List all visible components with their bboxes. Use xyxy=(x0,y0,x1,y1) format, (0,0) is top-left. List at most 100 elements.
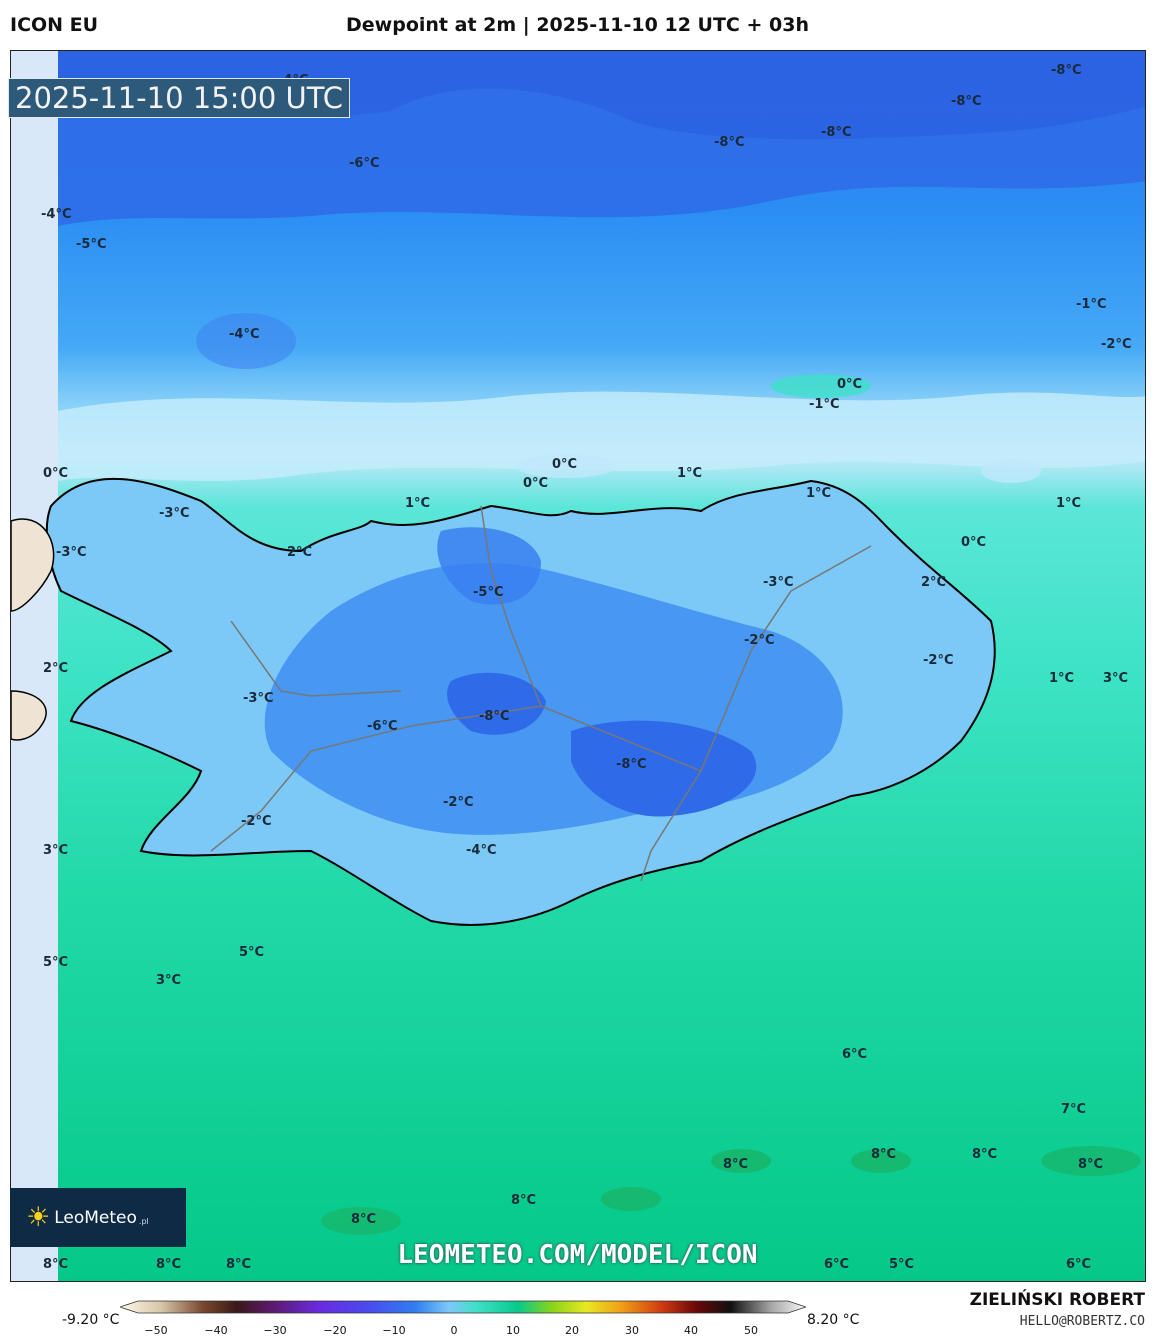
colorbar-tick: −40 xyxy=(204,1324,228,1337)
contour-label: -2°C xyxy=(744,633,775,648)
contour-label: -4°C xyxy=(229,327,260,342)
contour-label: -5°C xyxy=(473,585,504,600)
contour-label: -2°C xyxy=(1101,337,1132,352)
sea-patch xyxy=(771,374,871,398)
interior-deep xyxy=(571,720,757,817)
contour-label: -3°C xyxy=(56,545,87,560)
contour-label: 0°C xyxy=(961,535,987,550)
contour-label: 1°C xyxy=(806,486,832,501)
interior-deep xyxy=(447,672,546,735)
colorbar-tick: 0 xyxy=(450,1324,458,1337)
map-title: Dewpoint at 2m | 2025-11-10 12 UTC + 03h xyxy=(346,14,809,36)
contour-label: -8°C xyxy=(821,125,852,140)
contour-label: 3°C xyxy=(156,973,182,988)
contour-label: 6°C xyxy=(824,1257,850,1272)
contour-label: -8°C xyxy=(714,135,745,150)
road xyxy=(700,545,872,772)
contour-label: -8°C xyxy=(951,94,982,109)
contour-label: 1°C xyxy=(677,466,703,481)
sea-patch xyxy=(851,1149,911,1173)
contour-label: 8°C xyxy=(511,1193,537,1208)
contour-label: 8°C xyxy=(226,1257,252,1272)
contour-label: 8°C xyxy=(156,1257,182,1272)
contour-label: 8°C xyxy=(43,1257,69,1272)
contour-label: -2°C xyxy=(241,814,272,829)
contour-label: -2°C xyxy=(443,795,474,810)
contour-label: -8°C xyxy=(616,757,647,772)
contour-label: 0°C xyxy=(523,476,549,491)
contour-label: 5°C xyxy=(239,945,265,960)
contour-label: -2°C xyxy=(923,653,954,668)
contour-label: 2°C xyxy=(921,575,947,590)
colorbar-tick: 20 xyxy=(565,1324,579,1337)
contour-label: -4°C xyxy=(41,207,72,222)
contour-label: 8°C xyxy=(871,1147,897,1162)
contour-label: -6°C xyxy=(349,156,380,171)
timestamp-badge: 2025-11-10 15:00 UTC xyxy=(8,78,351,118)
logo-suffix: .pl xyxy=(138,1217,149,1226)
contour-label: 8°C xyxy=(972,1147,998,1162)
contour-label: 5°C xyxy=(43,955,69,970)
contour-label: 2°C xyxy=(43,661,69,676)
contour-label: 1°C xyxy=(1056,496,1082,511)
colorbar-tick: 30 xyxy=(625,1324,639,1337)
colorbar-min: -9.20 °C xyxy=(62,1312,120,1328)
contour-label: -8°C xyxy=(1051,63,1082,78)
contour-label: 5°C xyxy=(889,1257,915,1272)
logo-text: LeoMeteo xyxy=(54,1207,137,1228)
contour-label: -1°C xyxy=(809,397,840,412)
sea-patch xyxy=(196,313,296,369)
map-canvas xyxy=(11,51,1145,1281)
contour-label: -4°C xyxy=(466,843,497,858)
sea-patch xyxy=(1041,1146,1141,1176)
colorbar-tick: −10 xyxy=(382,1324,406,1337)
greenland-coast xyxy=(11,518,55,612)
road xyxy=(230,620,402,697)
left-strip xyxy=(11,51,58,1281)
contour-label: 7°C xyxy=(1061,1102,1087,1117)
contour-label: 3°C xyxy=(43,843,69,858)
contour-label: -8°C xyxy=(479,709,510,724)
contour-label: 1°C xyxy=(1049,671,1075,686)
sea-patch xyxy=(321,1207,401,1235)
contour-label: 2°C xyxy=(287,545,313,560)
leometeo-logo[interactable]: ☀ LeoMeteo .pl xyxy=(10,1188,186,1247)
greenland-coast xyxy=(11,690,47,741)
interior-blue xyxy=(437,527,541,605)
contour-label: 0°C xyxy=(552,457,578,472)
colorbar-max: 8.20 °C xyxy=(807,1312,860,1328)
model-name: ICON EU xyxy=(10,14,99,36)
sea-patch xyxy=(601,1187,661,1211)
contour-label: -6°C xyxy=(367,719,398,734)
contour-label: -1°C xyxy=(1076,297,1107,312)
contour-label: 0°C xyxy=(837,377,863,392)
colorbar-tick: −20 xyxy=(323,1324,347,1337)
pale-band xyxy=(58,391,1145,481)
contour-label: 8°C xyxy=(351,1212,377,1227)
colorbar-tick: 50 xyxy=(744,1324,758,1337)
contour-label: 1°C xyxy=(405,496,431,511)
colorbar xyxy=(120,1300,806,1314)
colorbar-tick: −30 xyxy=(263,1324,287,1337)
sea-patch xyxy=(516,454,616,478)
north-core xyxy=(58,51,1145,140)
contour-label: 3°C xyxy=(1103,671,1129,686)
dewpoint-map[interactable]: -8°C -8°C -8°C -8°C -4°C -6°C -4°C -5°C … xyxy=(10,50,1146,1282)
contour-label: -5°C xyxy=(76,237,107,252)
contour-label: 6°C xyxy=(1066,1257,1092,1272)
contour-label: -3°C xyxy=(243,691,274,706)
watermark-url: LEOMETEO.COM/MODEL/ICON xyxy=(397,1240,758,1270)
contour-label: -3°C xyxy=(763,575,794,590)
colorbar-tick: 10 xyxy=(506,1324,520,1337)
colorbar-tick: −50 xyxy=(144,1324,168,1337)
author-name: ZIELIŃSKI ROBERT xyxy=(969,1290,1145,1310)
sea-patch xyxy=(711,1149,771,1173)
sun-icon: ☀ xyxy=(26,1202,51,1233)
colorbar-tick: 40 xyxy=(684,1324,698,1337)
contour-label: -3°C xyxy=(159,506,190,521)
sea-patch xyxy=(981,459,1041,483)
contour-label: 0°C xyxy=(43,466,69,481)
contour-label: 6°C xyxy=(842,1047,868,1062)
contour-label: 8°C xyxy=(723,1157,749,1172)
author-email[interactable]: HELLO@ROBERTZ.CO xyxy=(1019,1314,1145,1329)
